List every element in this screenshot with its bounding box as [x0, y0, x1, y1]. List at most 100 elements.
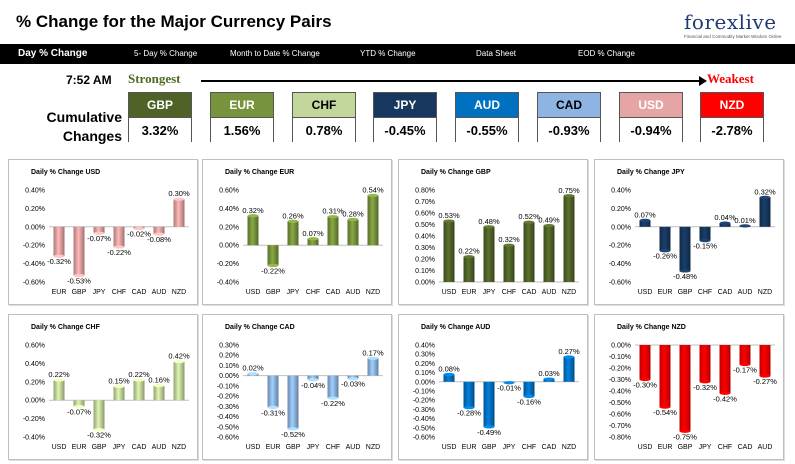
bar-cap [93, 231, 105, 235]
category-label: CAD [522, 289, 537, 296]
chart-title: Daily % Change AUD [421, 324, 491, 331]
bar-cap [699, 380, 711, 384]
category-label: NZD [366, 289, 380, 296]
bar-cap [523, 220, 535, 224]
bar [679, 226, 691, 271]
currency-box-chf: CHF 0.78% [292, 92, 356, 142]
bar [523, 381, 535, 397]
category-label: NZD [562, 289, 576, 296]
category-label: CHF [306, 289, 320, 296]
data-label: 0.08% [438, 364, 460, 373]
data-label: 0.31% [322, 207, 344, 216]
bar-cap [699, 239, 711, 243]
nav-day-change[interactable]: Day % Change [18, 48, 88, 59]
chart-panel: Daily % Change GBP 0.80% 0.70% 0.60% 0.50% 0.… [398, 159, 588, 305]
bar-cap [503, 381, 515, 385]
bar-cap [659, 249, 671, 253]
y-tick-label: 0.40% [25, 361, 45, 368]
bar-cap [639, 218, 651, 222]
logo-text: forexlive [684, 10, 777, 34]
y-tick-label: 0.20% [25, 206, 45, 213]
y-tick-label: 0.80% [415, 188, 435, 195]
data-label: -0.42% [713, 394, 737, 403]
currency-cumulative-value: -0.94% [620, 118, 682, 142]
data-label: 0.22% [48, 370, 70, 379]
bar [247, 215, 259, 246]
bar [327, 375, 339, 399]
currency-box-gbp: GBP 3.32% [128, 92, 192, 142]
category-label: CHF [326, 444, 340, 451]
chart-panel: Daily % Change USD 0.40% 0.20% 0.00% -0.20% -… [8, 159, 198, 305]
bar-cap [267, 405, 279, 409]
category-label: GBP [72, 289, 87, 296]
nav-5-day-change[interactable]: 5- Day % Change [134, 49, 198, 58]
data-label: -0.07% [67, 408, 91, 417]
y-tick-label: 0.60% [25, 343, 45, 350]
y-tick-label: -0.40% [609, 261, 631, 268]
bar-cap [739, 362, 751, 367]
chart-panel: Daily % Change CAD 0.30% 0.20% 0.10% 0.00% -0… [202, 314, 392, 460]
cumulative-changes-label: Cumulative Changes [30, 108, 122, 146]
chart-panel: Daily % Change CHF 0.60% 0.40% 0.20% 0.00% -0… [8, 314, 198, 460]
currency-cumulative-value: 0.78% [293, 118, 355, 142]
bar [113, 226, 125, 248]
data-label: -0.75% [673, 432, 697, 441]
y-tick-label: 0.40% [415, 234, 435, 241]
bar-cap [679, 429, 691, 433]
forexlive-logo[interactable]: forexlive Financial and Commodity Market… [684, 10, 784, 44]
data-label: 0.04% [714, 213, 736, 222]
bar-cap [443, 219, 455, 223]
category-label: CAD [326, 289, 341, 296]
y-tick-label: -0.20% [217, 261, 239, 268]
chart-svg: 0.40% 0.30% 0.20% 0.10% 0.00% -0.10% -0.20% -0.… [413, 343, 580, 452]
chart-title: Daily % Change JPY [617, 169, 685, 176]
currency-code: GBP [129, 93, 191, 118]
data-label: -0.32% [87, 431, 111, 440]
category-label: JPY [287, 289, 300, 296]
currency-cumulative-value: -2.78% [701, 118, 763, 142]
chart-svg: 0.60% 0.40% 0.20% 0.00% -0.20% -0.40% 0.22% USD… [23, 343, 190, 452]
bar-cap [133, 378, 145, 382]
y-tick-label: -0.60% [217, 435, 239, 442]
category-label: EUR [266, 444, 281, 451]
bar [699, 226, 711, 241]
data-label: -0.52% [281, 430, 305, 439]
category-label: CAD [132, 444, 147, 451]
bar [267, 375, 279, 408]
y-tick-label: -0.40% [217, 414, 239, 421]
bar [367, 358, 379, 376]
data-label: -0.32% [47, 257, 71, 266]
bar-cap [503, 243, 515, 247]
category-label: USD [246, 289, 261, 296]
y-tick-label: 0.20% [611, 206, 631, 213]
y-tick-label: 0.10% [415, 268, 435, 275]
chart-svg: 0.60% 0.40% 0.20% 0.00% -0.20% -0.40% 0.32% USD… [217, 186, 384, 296]
category-label: GBP [92, 444, 107, 451]
nav-eod-change[interactable]: EOD % Change [578, 49, 635, 58]
data-label: -0.22% [321, 399, 345, 408]
bar [639, 220, 651, 227]
y-tick-label: -0.50% [217, 424, 239, 431]
category-label: AUD [152, 289, 167, 296]
bar [639, 345, 651, 380]
y-tick-label: -0.40% [609, 389, 631, 396]
data-label: -0.49% [477, 428, 501, 437]
bar-cap [153, 383, 165, 388]
y-tick-label: -0.30% [413, 407, 435, 414]
chart-panel: Daily % Change EUR 0.60% 0.40% 0.20% 0.00% -0… [202, 159, 392, 305]
nav-data-sheet[interactable]: Data Sheet [476, 49, 517, 58]
nav-month-to-date-change[interactable]: Month to Date % Change [230, 49, 320, 58]
bar-cap [153, 232, 165, 236]
bar [73, 400, 85, 407]
bar-cap [247, 214, 259, 218]
category-label: AUD [542, 289, 557, 296]
y-tick-label: -0.50% [609, 400, 631, 407]
currency-code: USD [620, 93, 682, 118]
category-label: GBP [266, 289, 281, 296]
y-tick-label: -0.10% [609, 354, 631, 361]
data-label: -0.17% [733, 366, 757, 375]
nav-ytd-change[interactable]: YTD % Change [360, 49, 416, 58]
data-label: 0.32% [498, 235, 520, 244]
category-label: AUD [346, 444, 361, 451]
cumulative-label-line-1: Cumulative [46, 109, 122, 125]
